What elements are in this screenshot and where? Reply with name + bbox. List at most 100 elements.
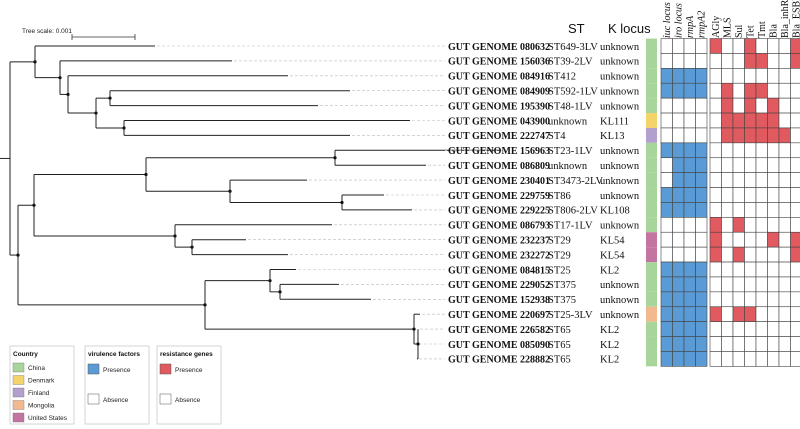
- country-swatch: [12, 412, 25, 423]
- resistance-cell: [744, 336, 757, 352]
- resistance-cell: [778, 112, 791, 129]
- virulence-cell: [660, 246, 673, 263]
- st-value: unknown: [548, 116, 588, 127]
- resistance-presence-label: Presence: [175, 367, 203, 374]
- virulence-cell: [660, 291, 673, 308]
- st-value: ST375: [548, 295, 576, 306]
- resistance-cell: [709, 127, 722, 144]
- resistance-cell: [709, 172, 722, 188]
- genome-name: GUT GENOME 229759: [448, 191, 550, 202]
- virulence-presence-swatch: [87, 363, 100, 375]
- resistance-absence-swatch: [159, 393, 172, 405]
- resistance-absence-label: Absence: [175, 397, 201, 404]
- k-locus-value: unknown: [600, 42, 640, 53]
- resistance-column-header: Bla: [768, 24, 779, 38]
- virulence-cell: [683, 172, 696, 188]
- node-dot: [94, 111, 98, 115]
- k-locus-value: unknown: [600, 191, 640, 202]
- virulence-cell: [695, 291, 708, 308]
- resistance-cell: [709, 157, 722, 173]
- virulence-presence-label: Presence: [103, 367, 131, 374]
- resistance-cell: [709, 142, 722, 159]
- resistance-cell: [732, 306, 745, 322]
- resistance-cell: [721, 246, 734, 263]
- k-locus-value: KL108: [600, 206, 630, 217]
- resistance-cell: [778, 97, 791, 114]
- country-cell: [646, 83, 657, 99]
- virulence-cell: [660, 142, 673, 159]
- tree-scale-bar: [71, 34, 136, 40]
- resistance-cell: [767, 276, 780, 293]
- resistance-cell: [778, 157, 791, 173]
- resistance-cell: [778, 261, 791, 278]
- resistance-cell: [721, 351, 734, 367]
- virulence-cell: [672, 351, 685, 367]
- resistance-cell: [732, 172, 745, 188]
- resistance-cell: [732, 38, 745, 54]
- resistance-cell: [767, 112, 780, 129]
- virulence-cell: [672, 291, 685, 308]
- resistance-cell: [790, 38, 800, 54]
- st-header: ST: [568, 21, 585, 36]
- resistance-cell: [755, 53, 768, 69]
- st-value: ST412: [548, 72, 576, 83]
- genome-name: GUT GENOME 232237: [448, 236, 550, 247]
- genome-name: GUT GENOME 228882: [448, 355, 550, 366]
- virulence-cell: [660, 306, 673, 322]
- virulence-cell: [672, 53, 685, 69]
- virulence-cell: [695, 157, 708, 173]
- k-locus-value: unknown: [600, 72, 640, 83]
- resistance-cell: [732, 231, 745, 248]
- resistance-cell: [732, 187, 745, 203]
- virulence-cell: [672, 38, 685, 54]
- resistance-cell: [767, 142, 780, 159]
- genome-name: GUT GENOME 156963: [448, 146, 550, 157]
- virulence-cell: [672, 202, 685, 218]
- virulence-cell: [683, 53, 696, 69]
- node-dot: [203, 303, 207, 307]
- virulence-cell: [672, 276, 685, 293]
- resistance-cell: [755, 142, 768, 159]
- country-cell: [646, 232, 657, 248]
- resistance-cell: [721, 97, 734, 114]
- resistance-cell: [755, 38, 768, 54]
- resistance-cell: [709, 351, 722, 367]
- virulence-cell: [683, 306, 696, 322]
- country-cell: [646, 336, 657, 352]
- st-value: ST3473-2LV: [548, 176, 603, 187]
- resistance-cell: [778, 82, 791, 99]
- node-markers: [16, 60, 420, 346]
- resistance-cell: [767, 306, 780, 322]
- resistance-cell: [721, 231, 734, 248]
- resistance-cell: [721, 202, 734, 218]
- virulence-cell: [660, 261, 673, 278]
- virulence-legend-title: virulence factors: [88, 351, 140, 358]
- virulence-cell: [695, 97, 708, 114]
- virulence-cell: [672, 68, 685, 84]
- virulence-cell: [695, 187, 708, 203]
- resistance-cell: [732, 97, 745, 114]
- resistance-cell: [709, 231, 722, 248]
- resistance-cell: [721, 38, 734, 54]
- country-cell: [646, 217, 657, 233]
- virulence-cell: [683, 217, 696, 233]
- resistance-cell: [709, 306, 722, 322]
- virulence-cell: [695, 321, 708, 337]
- resistance-cell: [709, 321, 722, 337]
- resistance-cell: [790, 142, 800, 159]
- resistance-cell: [755, 68, 768, 84]
- virulence-cell: [695, 217, 708, 233]
- resistance-cell: [778, 172, 791, 188]
- resistance-cell: [790, 68, 800, 84]
- virulence-legend: virulence factors Presence Absence: [84, 345, 150, 425]
- resistance-cell: [755, 246, 768, 263]
- resistance-cell: [778, 142, 791, 159]
- country-cell: [646, 247, 657, 263]
- genome-name: GUT GENOME 080632: [448, 42, 550, 53]
- virulence-cell: [660, 172, 673, 188]
- resistance-cell: [790, 336, 800, 352]
- resistance-cell: [721, 276, 734, 293]
